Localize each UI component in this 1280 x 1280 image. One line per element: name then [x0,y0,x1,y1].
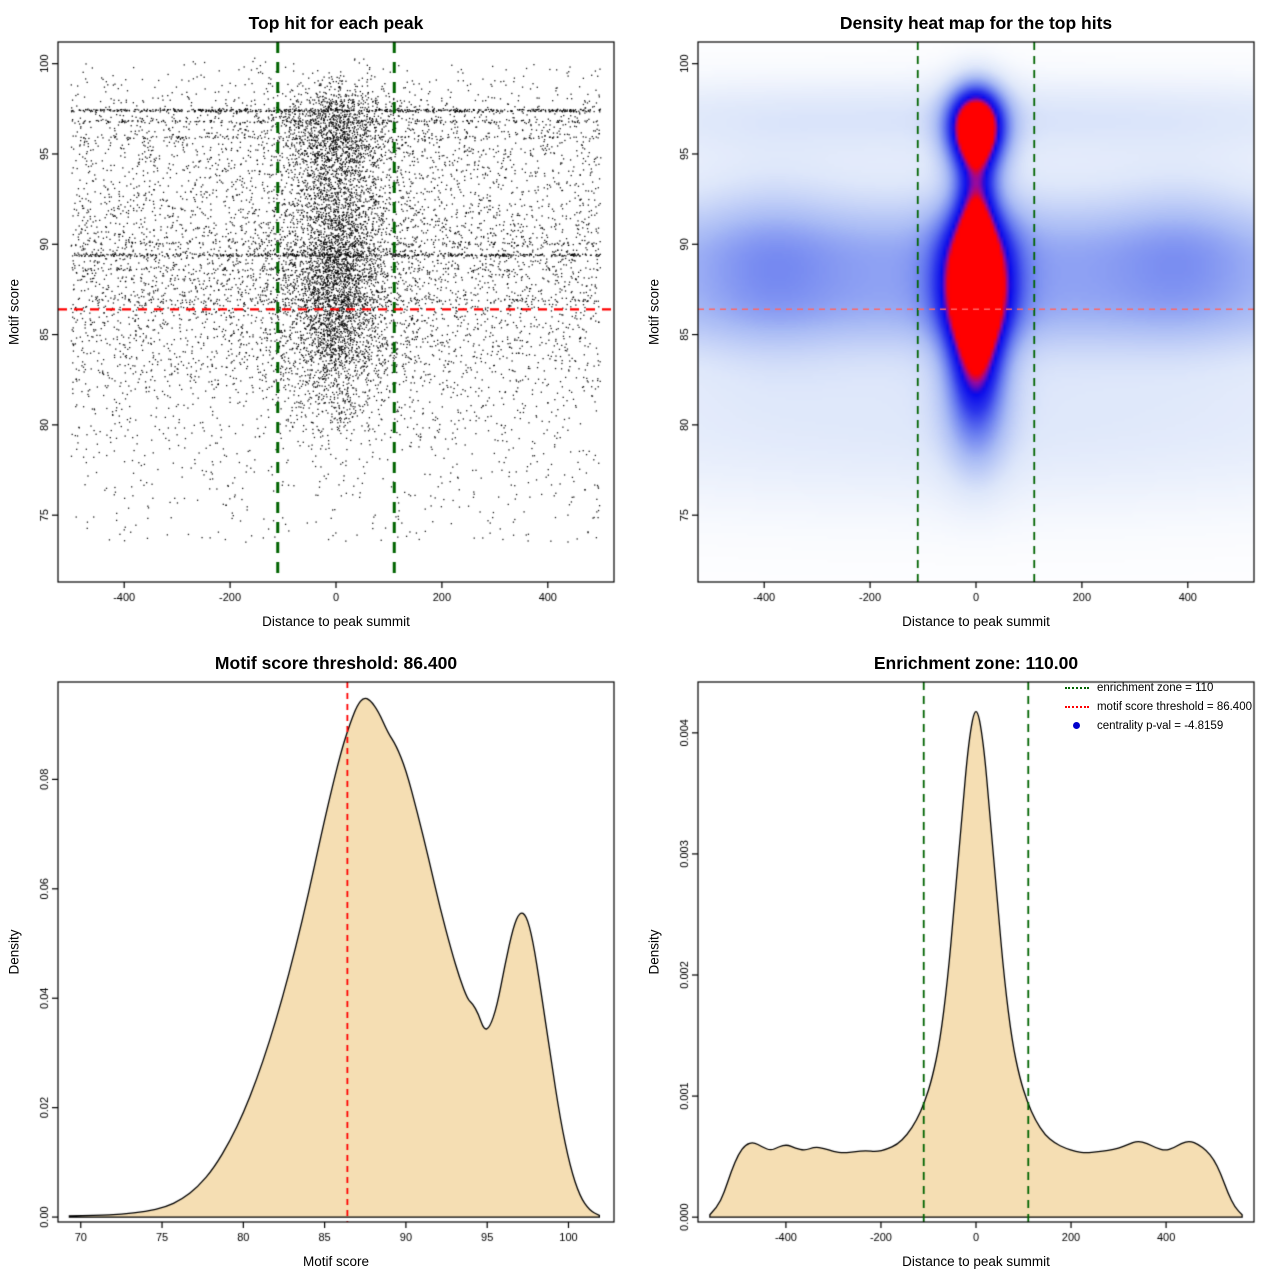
panel-heatmap: Density heat map for the top hits Motif … [640,0,1280,640]
distance-density-canvas [640,640,1280,1280]
legend-item-centrality-pval: centrality p-val = -4.8159 [1065,716,1252,735]
y-axis-label: Density [646,929,662,975]
legend: enrichment zone = 110 motif score thresh… [1064,678,1252,735]
legend-item-enrichment-zone: enrichment zone = 110 [1064,678,1252,697]
y-axis-label: Motif score [646,278,662,346]
centrality-pval-dot-swatch [1072,722,1080,729]
chart-title: Enrichment zone: 110.00 [873,653,1079,673]
legend-label: motif score threshold = 86.400 [1096,700,1252,713]
panel-scatter: Top hit for each peak Motif score Distan… [0,0,640,640]
y-axis-label: Motif score [6,278,22,346]
x-axis-label: Distance to peak summit [902,1254,1050,1269]
chart-title: Top hit for each peak [248,13,424,33]
y-axis-label: Density [6,929,22,975]
chart-title: Motif score threshold: 86.400 [214,653,458,673]
motif-density-canvas [0,640,640,1280]
x-axis-label: Distance to peak summit [262,614,410,629]
panel-distance-density: Enrichment zone: 110.00 Density Distance… [640,640,1280,1280]
motif-threshold-line-swatch [1064,705,1089,708]
x-axis-label: Distance to peak summit [902,614,1050,629]
scatter-plot-canvas [0,0,640,640]
heatmap-plot-canvas [640,0,1280,640]
panel-motif-density: Motif score threshold: 86.400 Density Mo… [0,640,640,1280]
legend-label: enrichment zone = 110 [1096,681,1214,694]
chart-title: Density heat map for the top hits [839,13,1113,33]
legend-label: centrality p-val = -4.8159 [1096,719,1224,732]
x-axis-label: Motif score [302,1254,370,1269]
legend-item-motif-threshold: motif score threshold = 86.400 [1064,697,1252,716]
enrichment-zone-line-swatch [1064,686,1089,689]
